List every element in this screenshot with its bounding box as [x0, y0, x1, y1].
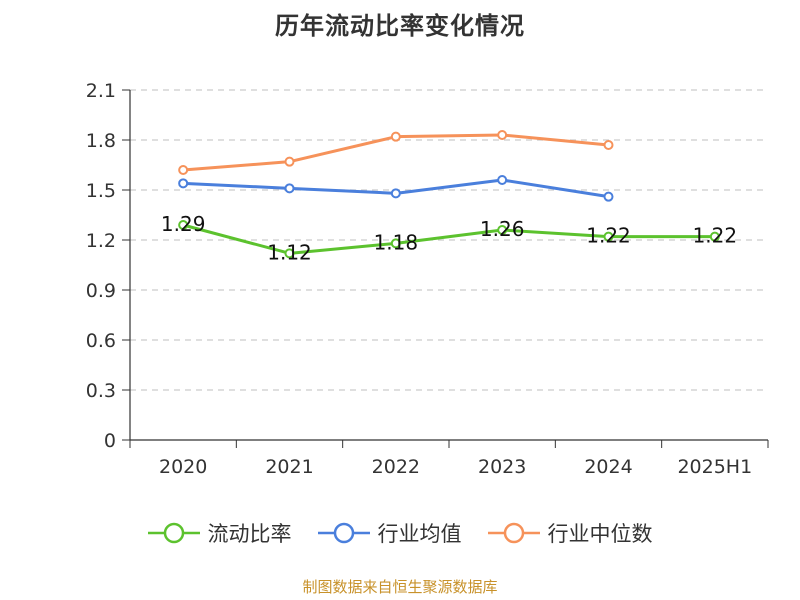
- legend-label-industry-median: 行业中位数: [547, 522, 653, 546]
- data-point: [284, 183, 295, 194]
- legend-label-current-ratio: 流动比率: [207, 522, 292, 546]
- legend-item-current-ratio[interactable]: 流动比率: [147, 518, 292, 548]
- legend: 流动比率 行业均值 行业中位数: [0, 518, 800, 548]
- y-tick-label: 0.6: [86, 330, 116, 352]
- data-point: [284, 248, 295, 259]
- legend-swatch-industry-median: [487, 522, 540, 544]
- data-point: [603, 191, 614, 202]
- y-tick-label: 1.5: [86, 180, 116, 202]
- data-point: [390, 188, 401, 199]
- data-point: [497, 130, 508, 140]
- data-point: [709, 231, 720, 242]
- data-point: [178, 165, 189, 175]
- data-point: [603, 231, 614, 242]
- data-point: [497, 225, 508, 235]
- data-label: 1.18: [374, 230, 419, 254]
- series-line: [181, 223, 717, 255]
- data-point: [178, 178, 189, 189]
- legend-swatch-industry-mean: [317, 522, 370, 544]
- data-point: [178, 220, 189, 230]
- y-tick-label: 0.3: [86, 380, 116, 402]
- data-label: 1.26: [480, 217, 525, 241]
- data-label: 1.29: [161, 212, 206, 236]
- data-label: 1.22: [693, 224, 738, 248]
- x-tick-label: 2021: [265, 456, 313, 478]
- x-tick-label: 2022: [372, 456, 420, 478]
- y-tick-label: 1.8: [86, 130, 116, 152]
- y-tick-label: 2.1: [86, 80, 116, 102]
- y-tick-label: 1.2: [86, 230, 116, 252]
- data-point: [497, 175, 508, 185]
- y-tick-label: 0.9: [86, 280, 116, 302]
- data-label: 1.22: [586, 224, 631, 248]
- legend-item-industry-mean[interactable]: 行业均值: [317, 518, 462, 548]
- y-tick-label: 0: [104, 430, 116, 452]
- x-tick-label: 2025H1: [677, 456, 752, 478]
- data-point: [284, 156, 295, 167]
- x-tick-label: 2024: [584, 456, 632, 478]
- chart-title: 历年流动比率变化情况: [275, 12, 525, 40]
- x-tick-label: 2020: [159, 456, 207, 478]
- legend-label-industry-mean: 行业均值: [377, 522, 462, 546]
- x-tick-label: 2023: [478, 456, 526, 478]
- data-point: [603, 140, 614, 150]
- source-note: 制图数据来自恒生聚源数据库: [302, 578, 498, 596]
- legend-swatch-current-ratio: [147, 522, 200, 544]
- legend-item-industry-median[interactable]: 行业中位数: [487, 518, 653, 548]
- data-point: [390, 238, 401, 249]
- data-label: 1.12: [267, 240, 312, 264]
- data-point: [390, 131, 401, 142]
